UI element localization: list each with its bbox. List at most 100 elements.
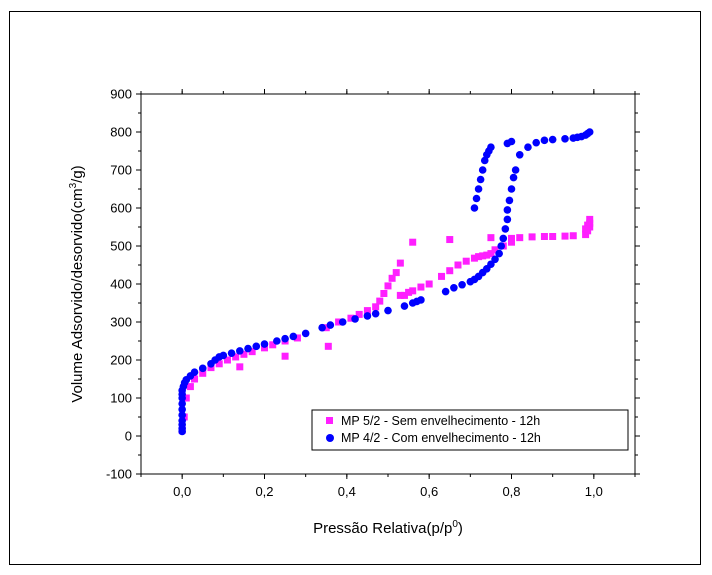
data-point	[425, 280, 433, 288]
data-point	[441, 287, 450, 296]
data-point	[289, 332, 298, 341]
data-point	[561, 135, 569, 143]
data-point	[511, 166, 520, 174]
x-tick-label: 1,0	[585, 484, 603, 499]
data-point	[405, 288, 413, 296]
data-point	[293, 334, 301, 342]
y-tick-label: 300	[110, 315, 132, 330]
y-tick-label: 800	[110, 125, 132, 140]
legend-marker-series-2	[326, 434, 334, 442]
data-point	[499, 234, 508, 243]
y-tick-label: 400	[110, 277, 132, 292]
legend-label-series-2: MP 4/2 - Com envelhecimento - 12h	[341, 431, 541, 445]
data-point	[252, 342, 261, 351]
data-point	[478, 166, 487, 174]
data-point	[376, 297, 384, 305]
data-point	[450, 284, 458, 292]
data-point	[347, 314, 355, 322]
data-point	[586, 215, 594, 223]
data-point	[503, 215, 512, 224]
data-point	[273, 337, 281, 345]
data-point	[548, 135, 557, 144]
data-point	[515, 151, 524, 159]
data-point	[454, 261, 462, 269]
data-point	[236, 347, 244, 355]
data-point	[458, 280, 466, 289]
data-point	[182, 394, 190, 402]
data-point	[446, 236, 454, 244]
data-point	[524, 143, 532, 151]
data-point	[540, 136, 549, 145]
data-point	[178, 405, 186, 414]
series-1	[178, 215, 594, 434]
data-point	[396, 259, 404, 267]
y-tick-label: 0	[125, 429, 132, 444]
data-point	[301, 329, 310, 338]
x-axis-title: Pressão Relativa(p/p0)	[313, 519, 463, 537]
data-point	[269, 341, 277, 349]
data-point	[540, 233, 548, 240]
series-2	[178, 128, 594, 436]
data-point	[487, 143, 495, 151]
data-point	[528, 233, 536, 241]
x-axis-ticks: 0,0 0,2 0,4 0,6 0,8 1,0	[140, 89, 636, 499]
x-tick-label: 0,8	[502, 484, 520, 499]
data-point	[355, 310, 363, 318]
data-point	[491, 255, 499, 264]
data-point	[516, 234, 524, 242]
data-point	[219, 351, 228, 360]
data-point	[446, 267, 454, 275]
data-point	[318, 323, 326, 332]
legend-box	[311, 409, 629, 451]
data-point	[236, 363, 244, 371]
data-point	[232, 353, 240, 361]
data-point	[487, 234, 495, 242]
data-point	[335, 318, 343, 326]
data-point	[497, 242, 506, 250]
data-point	[384, 306, 392, 315]
y-tick-label: 700	[110, 163, 132, 178]
data-point	[487, 250, 495, 258]
data-point	[223, 356, 231, 364]
data-point	[207, 364, 215, 372]
legend-label-series-1: MP 5/2 - Sem envelhecimento - 12h	[341, 414, 540, 428]
data-point	[384, 282, 392, 290]
data-point	[508, 234, 515, 242]
data-point	[178, 399, 186, 408]
data-point	[248, 348, 256, 356]
data-point	[472, 194, 481, 203]
x-tick-label: 0,4	[338, 484, 356, 499]
data-point	[388, 274, 396, 282]
data-point	[281, 334, 289, 343]
y-axis-title: Volume Adsorvido/desorvido(cm3/g)	[68, 165, 86, 402]
data-point	[186, 383, 194, 391]
data-point	[507, 137, 516, 146]
data-point	[363, 307, 371, 315]
data-point	[351, 315, 359, 323]
data-point	[532, 138, 540, 147]
data-point	[199, 369, 207, 377]
data-point	[508, 238, 515, 246]
data-point	[326, 321, 335, 329]
data-point	[505, 196, 514, 205]
y-tick-label: 500	[110, 239, 132, 254]
x-tick-label: 0,2	[255, 484, 273, 499]
y-tick-label: -100	[106, 467, 132, 482]
data-point	[503, 206, 512, 214]
y-axis-ticks: -100 0 100 200 300 400 500 600 700 800 900	[106, 87, 640, 482]
data-point	[462, 257, 470, 265]
data-point	[338, 318, 347, 326]
data-point	[475, 253, 483, 261]
legend: MP 5/2 - Sem envelhecimento - 12h MP 4/2…	[311, 409, 629, 451]
y-tick-label: 100	[110, 391, 132, 406]
data-point	[476, 175, 485, 184]
y-tick-label: 600	[110, 201, 132, 216]
data-point	[409, 238, 417, 246]
data-point	[380, 290, 388, 297]
x-tick-label: 0,0	[173, 484, 191, 499]
data-point	[585, 128, 594, 136]
data-point	[260, 340, 269, 348]
data-point	[371, 309, 380, 318]
data-point	[396, 291, 404, 299]
data-point	[584, 221, 592, 229]
